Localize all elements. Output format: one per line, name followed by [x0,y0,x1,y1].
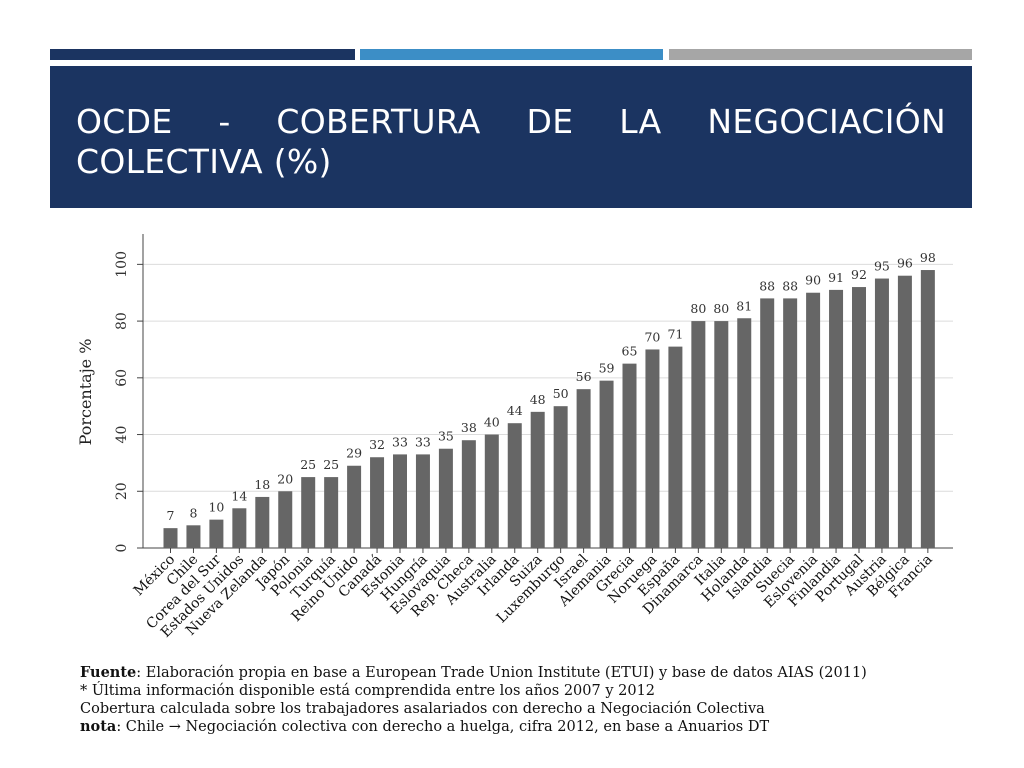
bar-9 [347,465,362,548]
bar-18 [553,406,568,548]
bar-27 [760,298,775,548]
data-label: 95 [874,259,890,274]
data-label: 20 [277,471,293,486]
data-label: 90 [805,273,821,288]
data-label: 50 [553,386,569,401]
bar-8 [324,477,339,548]
chile-note: nota: Chile → Negociación colectiva con … [80,718,960,736]
data-label: 70 [644,329,660,344]
data-label: 48 [530,392,546,407]
data-label: 7 [167,508,175,523]
data-label: 92 [851,267,867,282]
bar-11 [393,454,407,548]
footnotes: Fuente: Elaboración propia en base a Eur… [80,664,960,736]
bar-13 [438,448,453,548]
bar-22 [645,349,660,548]
bar-34 [920,270,935,548]
data-label: 29 [346,446,362,461]
data-label: 88 [759,278,775,293]
accent-stripe-gray [669,49,972,60]
data-label: 8 [189,505,197,520]
y-tick-label: 0 [114,544,130,553]
data-label: 81 [736,298,752,313]
data-label: 40 [484,415,500,430]
data-label: 91 [828,270,844,285]
bar-23 [668,346,683,548]
bar-4 [232,508,247,548]
bar-24 [691,321,706,548]
data-label: 80 [690,301,706,316]
bar-19 [576,389,591,548]
bar-25 [714,321,729,548]
coverage-note: Cobertura calculada sobre los trabajador… [80,701,765,717]
data-label: 32 [369,437,385,452]
bar-16 [507,423,522,548]
bar-6 [278,491,293,548]
data-label: 25 [323,457,339,472]
y-axis-label: Porcentaje % [76,339,95,446]
y-tick-label: 40 [114,426,130,444]
bar-14 [461,440,476,548]
data-label: 59 [599,361,615,376]
availability-note: * Última información disponible está com… [80,683,656,699]
bar-17 [530,411,545,548]
bar-30 [829,289,844,548]
data-label: 80 [713,301,729,316]
bar-10 [370,457,385,548]
data-label: 96 [897,256,913,271]
bar-20 [599,380,614,548]
bar-2 [186,525,201,548]
data-label: 33 [392,434,408,449]
data-label: 98 [920,250,936,265]
data-label: 35 [438,429,454,444]
data-label: 38 [461,420,477,435]
y-tick-label: 20 [114,482,130,500]
nota-label: nota [80,718,117,735]
bar-1 [163,528,178,548]
accent-stripe-dark-blue [50,49,355,60]
y-tick-label: 80 [114,312,130,330]
bar-5 [255,496,270,548]
data-label: 71 [667,327,683,342]
title-banner: OCDE - COBERTURA DE LA NEGOCIACIÓN COLEC… [50,66,972,208]
bar-26 [737,318,752,548]
source-label: Fuente [80,664,137,681]
data-label: 14 [231,488,247,503]
data-label: 65 [622,344,638,359]
source-note: Fuente: Elaboración propia en base a Eur… [80,664,960,682]
data-label: 25 [300,457,316,472]
data-label: 33 [415,434,431,449]
bar-7 [301,477,316,548]
bar-21 [622,363,637,548]
nota-text: : Chile → Negociación colectiva con dere… [116,719,770,735]
bar-32 [874,278,889,548]
bar-31 [852,287,866,548]
slide-title: OCDE - COBERTURA DE LA NEGOCIACIÓN COLEC… [76,102,946,181]
bar-15 [484,434,499,548]
accent-stripe-light-blue [360,49,663,60]
y-tick-label: 100 [114,251,130,278]
source-text: : Elaboración propia en base a European … [136,665,867,681]
bar-33 [897,275,912,548]
y-tick-label: 60 [114,369,130,387]
data-label: 18 [254,477,270,492]
data-label: 10 [208,500,224,515]
bar-29 [806,292,821,548]
bar-3 [209,519,224,548]
data-label: 88 [782,278,798,293]
data-label: 44 [507,403,523,418]
data-label: 56 [576,369,592,384]
bar-28 [783,298,798,548]
bar-12 [415,454,430,548]
